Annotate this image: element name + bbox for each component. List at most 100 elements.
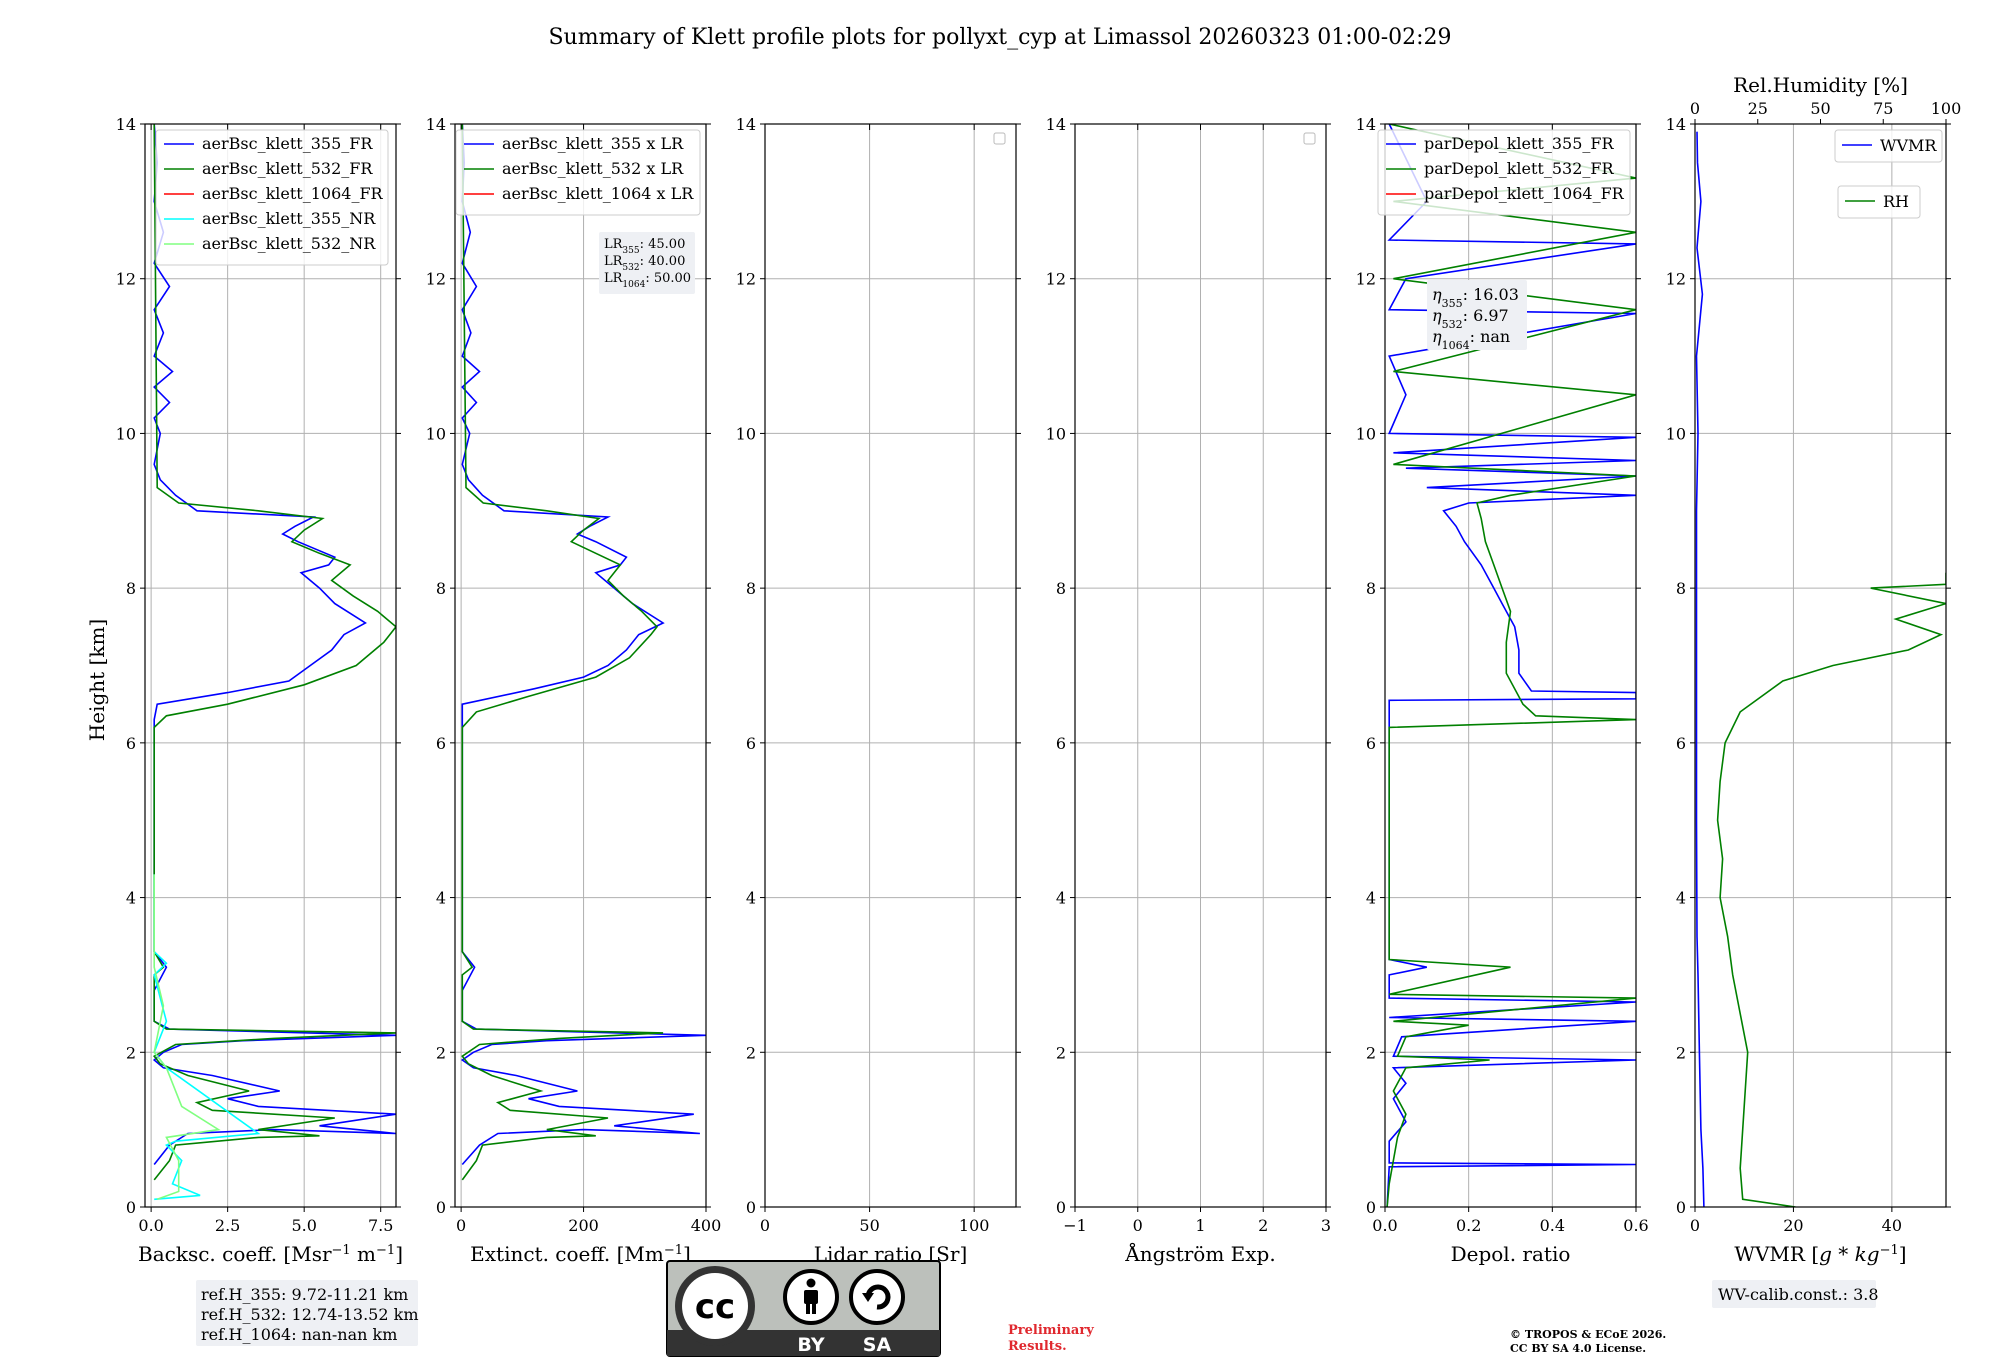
series-line-parDepol_klett_355_FR [1386,124,1636,1207]
y-tick-label: 10 [736,424,756,443]
lidar-ratio-bg [599,232,695,294]
wv-calib-text: WV-calib.const.: 3.8 [1718,1285,1879,1304]
legend-entry: parDepol_klett_532_FR [1424,159,1615,178]
y-tick-label: 0 [1056,1198,1066,1217]
x-tick-label: 0.2 [1456,1216,1481,1235]
y-tick-label: 10 [1356,424,1376,443]
y-tick-label: 6 [1366,734,1376,753]
badge-by-label: BY [797,1334,824,1356]
x-axis-label: Depol. ratio [1451,1242,1571,1266]
series-group [152,124,396,1201]
ref-height-532: ref.H_532: 12.74-13.52 km [201,1305,419,1324]
copyright-line2: CC BY SA 4.0 License. [1510,1342,1646,1355]
x-tick-label: 0.0 [138,1216,163,1235]
legend-box [155,129,389,266]
axes-frame [144,123,397,1208]
ref-height-box: ref.H_355: 9.72-11.21 km ref.H_532: 12.7… [196,1280,419,1346]
y-axis-label: Height [km] [85,619,109,741]
x-axis-label: Ångström Exp. [1124,1241,1275,1266]
x-tick-label: 0 [1133,1216,1143,1235]
series-line-aerBsc_klett_355_NR [153,874,261,1201]
wv-calib-bg [1712,1280,1876,1308]
legend-wvmr: WVMR [1834,129,1943,163]
series-line-aerBsc_klett_532 x LR [461,124,664,1181]
y-tick-label: 12 [736,270,756,289]
ref-height-box-bg [196,1280,418,1346]
by-attribution-icon [783,1269,839,1325]
top-x-tick-label: 50 [1810,99,1830,118]
y-tick-label: 0 [436,1198,446,1217]
legend-entry: parDepol_klett_355_FR [1424,134,1615,153]
eta-355: η355: 16.03 [1432,285,1519,310]
eta-532: η532: 6.97 [1432,306,1509,331]
lidar-ratio-1064: LR1064: 50.00 [604,271,691,290]
x-tick-label: 0.4 [1540,1216,1565,1235]
lidar-ratio-532: LR532: 40.00 [604,254,685,273]
y-tick-label: 14 [1046,115,1066,134]
preliminary-text-line2: Results. [1008,1339,1067,1354]
top-x-axis-label: Rel.Humidity [%] [1733,73,1908,97]
y-tick-label: 12 [116,270,136,289]
y-tick-label: 0 [1676,1198,1686,1217]
wv-calib-box: WV-calib.const.: 3.8 [1712,1280,1879,1308]
cc-logo-inner [682,1273,748,1339]
x-tick-label: 20 [1783,1216,1803,1235]
legend-entry: aerBsc_klett_532 x LR [502,159,684,178]
series-group [460,124,706,1181]
x-tick-label: 2 [1258,1216,1268,1235]
empty-legend [1303,132,1316,145]
top-x-tick-label: 0 [1690,99,1700,118]
legend-entry: aerBsc_klett_532_NR [202,234,376,253]
figure-title: Summary of Klett profile plots for polly… [548,25,1451,50]
y-tick-label: 2 [746,1043,756,1062]
x-tick-label: 0 [456,1216,466,1235]
series-line-aerBsc_klett_355_FR [152,124,396,1165]
y-tick-label: 12 [1046,270,1066,289]
series-line-aerBsc_klett_532_NR [153,874,221,1201]
y-tick-label: 2 [1366,1043,1376,1062]
y-tick-label: 8 [746,579,756,598]
top-x-tick-label: 25 [1748,99,1768,118]
legend-entry: aerBsc_klett_355_NR [202,209,376,228]
y-tick-label: 10 [426,424,446,443]
legend-box [455,129,701,216]
y-tick-label: 6 [126,734,136,753]
series-group [1695,131,1946,1207]
empty-legend [993,132,1006,145]
y-tick-label: 4 [746,889,756,908]
panel-backscatter: 0.0 2.5 5.0 7.5 0 2 4 6 8 10 12 14 Backsc. coeff. [M… [116,115,403,1266]
legend-depol: parDepol_klett_355_FR parDepol_klett_532_… [1377,129,1631,216]
x-tick-label: 400 [691,1216,722,1235]
x-tick-label: 1 [1195,1216,1205,1235]
axes-frame [454,123,707,1208]
y-tick-label: 8 [126,579,136,598]
y-tick-label: 2 [436,1043,446,1062]
series-line-aerBsc_klett_355 x LR [460,124,706,1166]
y-tick-label: 4 [1056,889,1066,908]
badge-sa-label: SA [863,1334,892,1356]
y-tick-label: 2 [126,1043,136,1062]
copyright-line1: © TROPOS & ECoE 2026. [1510,1328,1666,1341]
series-line-parDepol_klett_532_FR [1386,124,1636,1207]
x-tick-label: 0 [760,1216,770,1235]
panel-extinction: 0 200 400 0 2 4 6 8 10 12 14 Extinct. coeff. [Mm−1]… [426,115,722,1266]
axes-frame [764,123,1017,1208]
y-tick-label: 2 [1056,1043,1066,1062]
y-tick-label: 8 [1676,579,1686,598]
y-tick-label: 0 [746,1198,756,1217]
y-tick-label: 0 [1366,1198,1376,1217]
y-tick-label: 12 [426,270,446,289]
legend-entry: WVMR [1880,136,1937,155]
x-axis-label: Backsc. coeff. [Msr−1 m−1] [138,1242,403,1266]
cc-license-badge: cc BY SA [666,1260,941,1357]
x-axis-label: WVMR [g * kg−1] [1734,1242,1906,1266]
y-tick-label: 12 [1356,270,1376,289]
top-x-tick-label: 100 [1931,99,1962,118]
y-tick-label: 0 [126,1198,136,1217]
x-tick-label: 200 [568,1216,599,1235]
